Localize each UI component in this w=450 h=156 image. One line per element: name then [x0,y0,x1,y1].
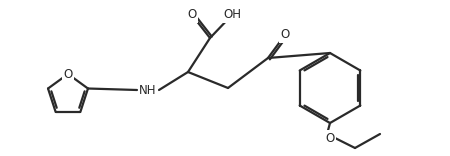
Text: NH: NH [139,83,157,97]
Text: O: O [325,132,335,144]
Text: O: O [63,68,72,80]
Text: O: O [187,8,197,22]
Text: O: O [280,29,290,41]
Text: OH: OH [223,8,241,22]
